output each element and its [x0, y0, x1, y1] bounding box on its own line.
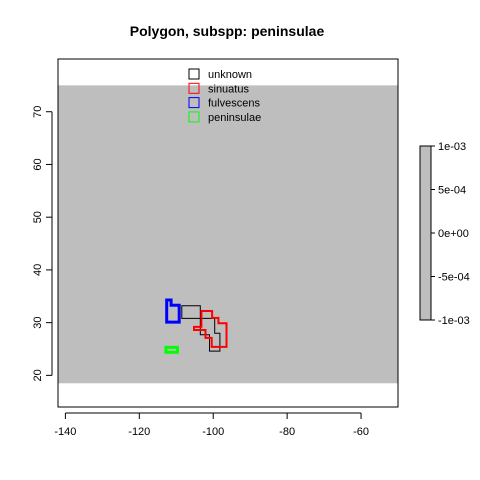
legend-label-fulvescens: fulvescens: [208, 98, 260, 110]
y-tick-label: 60: [32, 158, 44, 170]
colorbar-tick-label: 1e-03: [438, 141, 466, 153]
x-tick-label: -100: [202, 426, 224, 438]
colorbar-tick-label: 0e+00: [438, 228, 469, 240]
colorbar-tick-label: 5e-04: [438, 185, 466, 197]
y-tick-label: 40: [32, 264, 44, 276]
x-tick-label: -60: [353, 426, 369, 438]
raster-layer: [58, 85, 398, 384]
polygon-sinuatus: [193, 310, 228, 348]
axes-layer: -140 -120 -100 -80 -60 20 30 40 50 60 70: [32, 58, 399, 438]
raster-fill: [58, 85, 398, 384]
colorbar: 1e-03 5e-04 0e+00 -5e-04 -1e-03: [419, 141, 470, 327]
legend-swatch-unknown: [188, 68, 200, 80]
colorbar-tick-label: -1e-03: [438, 315, 470, 327]
y-tick-label: 50: [32, 211, 44, 223]
polygon-fulvescens: [165, 298, 181, 324]
y-tick-label: 20: [32, 369, 44, 381]
polygons-layer: [164, 298, 228, 354]
x-tick-label: -120: [128, 426, 150, 438]
chart-title: Polygon, subspp: peninsulae: [130, 23, 325, 39]
polygon-unknown: [181, 305, 221, 352]
legend-swatch-fulvescens: [188, 97, 200, 109]
plot-frame: [57, 58, 399, 408]
legend-label-peninsulae: peninsulae: [208, 112, 261, 124]
x-tick-label: -80: [279, 426, 295, 438]
colorbar-tick-label: -5e-04: [438, 272, 470, 284]
legend: unknown sinuatus fulvescens peninsulae: [188, 68, 261, 124]
y-tick-label: 70: [32, 106, 44, 118]
polygon-peninsulae: [164, 345, 179, 354]
legend-swatch-sinuatus: [188, 82, 200, 94]
colorbar-fill: [419, 145, 432, 321]
legend-swatch-peninsulae: [188, 111, 200, 123]
x-tick-label: -140: [54, 426, 76, 438]
y-tick-label: 30: [32, 317, 44, 329]
legend-label-sinuatus: sinuatus: [208, 83, 249, 95]
legend-label-unknown: unknown: [208, 69, 252, 81]
